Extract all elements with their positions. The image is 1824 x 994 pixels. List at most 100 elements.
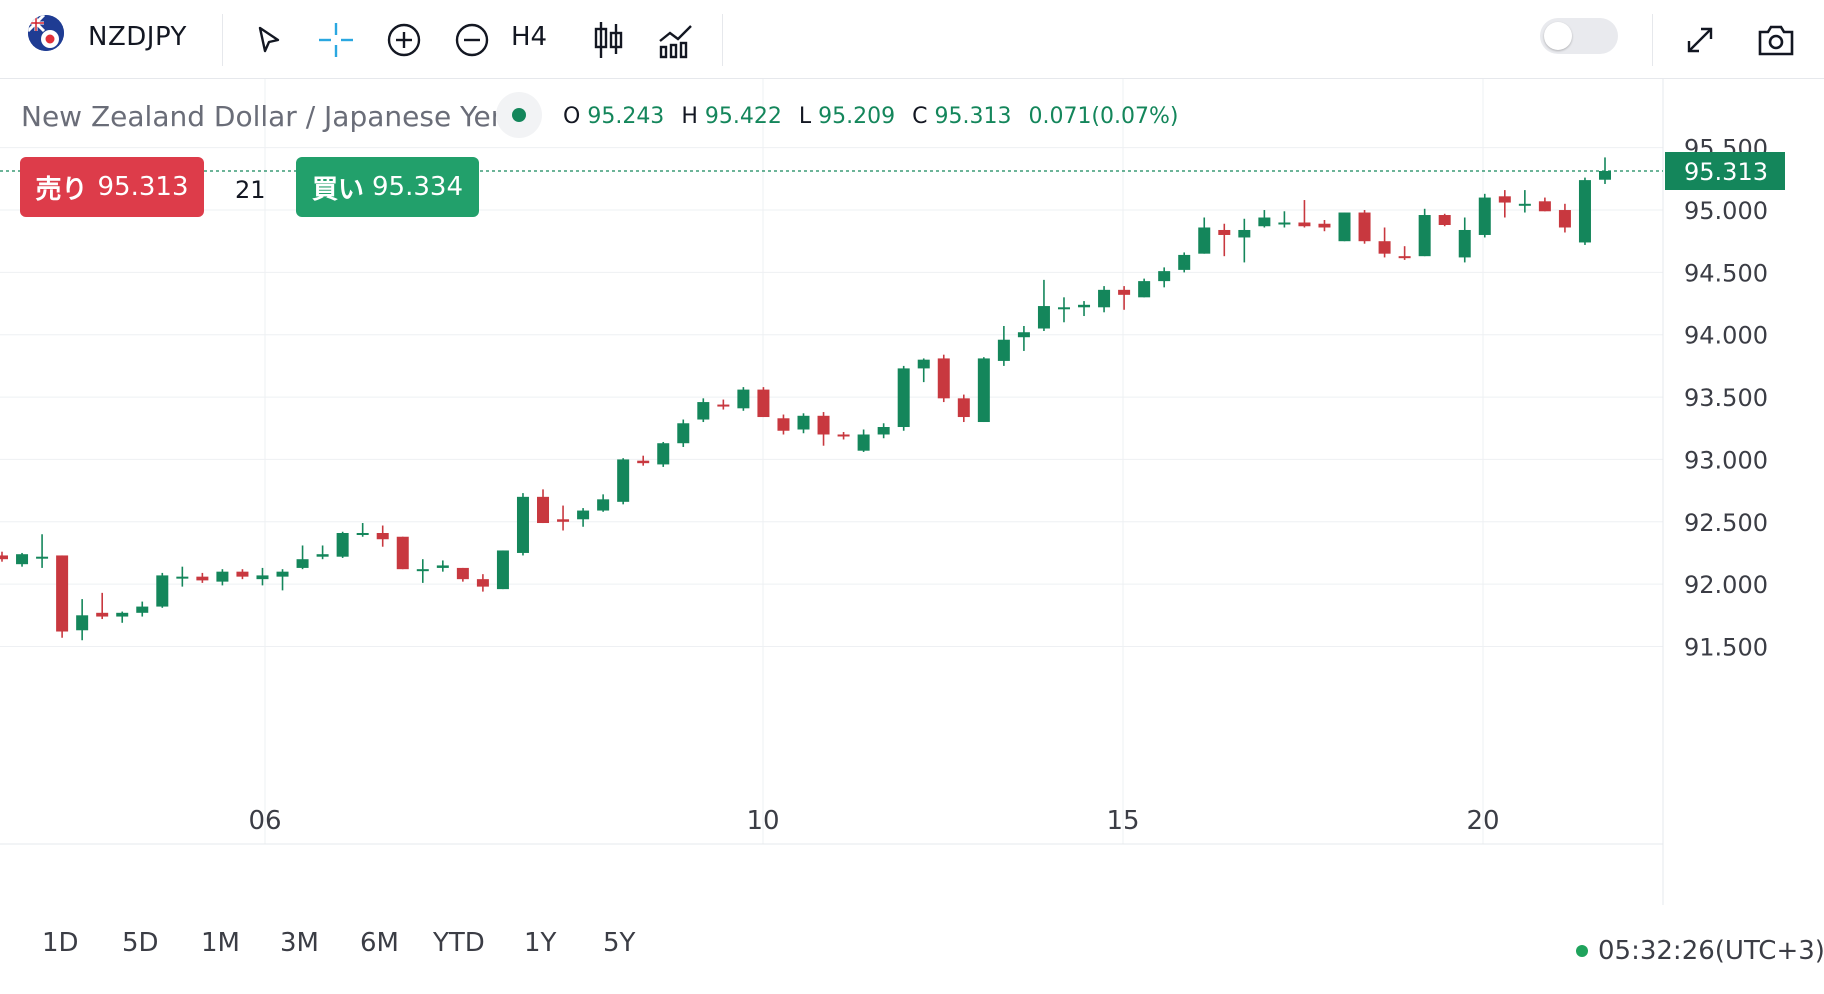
candle-body (436, 565, 449, 568)
candle-body (777, 418, 790, 431)
range-ytd[interactable]: YTD (433, 928, 485, 958)
fullscreen-button[interactable] (1674, 14, 1726, 66)
candle-body (957, 398, 970, 418)
open-value: 95.243 (587, 104, 665, 129)
toggle-switch[interactable] (1540, 18, 1618, 54)
candlestick-button[interactable] (582, 14, 634, 66)
toggle-knob (1544, 22, 1572, 50)
candle-body (897, 368, 910, 428)
candle-body (917, 359, 930, 369)
time-tick-label: 15 (1106, 806, 1139, 836)
candle-body (0, 555, 8, 560)
candle-body (476, 579, 489, 587)
candle-body (56, 555, 69, 632)
sell-button[interactable]: 売り 95.313 (20, 157, 204, 217)
toolbar-divider (722, 14, 723, 66)
candle-body (597, 499, 610, 511)
candle-body (396, 536, 409, 570)
candle-body (1258, 217, 1271, 227)
candle-body (757, 389, 770, 418)
candle-body (1078, 304, 1091, 308)
candlestick-icon (594, 22, 623, 58)
market-status-indicator[interactable] (496, 92, 542, 138)
candle-body (36, 556, 49, 559)
candle-body (1358, 212, 1371, 242)
candle-body (1118, 289, 1131, 295)
candle-body (1578, 180, 1591, 243)
candle-body (1378, 241, 1391, 254)
timeframe-selector[interactable]: H4 (511, 22, 548, 52)
candle-body (1538, 201, 1551, 212)
zoom-out-button[interactable] (446, 14, 498, 66)
candle-body (1458, 229, 1471, 258)
toolbar-divider (222, 14, 223, 66)
buy-button[interactable]: 買い 95.334 (296, 157, 479, 217)
candle-body (1498, 196, 1511, 203)
chart-type-icon (659, 25, 692, 59)
candle-body (617, 459, 630, 502)
price-tick-label: 94.500 (1684, 259, 1768, 287)
open-label: O (563, 104, 581, 129)
candle-body (1198, 227, 1211, 254)
last-price-label: 95.313 (1684, 158, 1768, 186)
candle-body (1098, 289, 1111, 308)
candle-body (136, 606, 149, 613)
range-1y[interactable]: 1Y (524, 928, 557, 958)
candle-body (1318, 223, 1331, 228)
zoom-in-icon (387, 23, 421, 57)
time-tick-label: 10 (746, 806, 779, 836)
clock: 05:32:26(UTC+3) (1576, 936, 1824, 966)
candle-body (416, 569, 429, 572)
high-value: 95.422 (704, 104, 782, 129)
candle-body (1558, 210, 1571, 228)
candle-body (857, 434, 870, 451)
price-tick-label: 95.000 (1684, 197, 1768, 225)
candle-body (997, 339, 1010, 361)
price-tick-label: 92.500 (1684, 509, 1768, 537)
price-tick-label: 92.000 (1684, 571, 1768, 599)
candle-body (1238, 229, 1251, 238)
close-label: C (912, 104, 928, 129)
range-5d[interactable]: 5D (122, 928, 159, 958)
candle-body (1478, 197, 1491, 235)
candle-body (156, 575, 169, 607)
screenshot-button[interactable] (1750, 14, 1802, 66)
buy-label: 買い (312, 174, 365, 205)
range-5y[interactable]: 5Y (603, 928, 636, 958)
top-toolbar: NZDJPY H4 (0, 0, 1824, 79)
candle-body (196, 576, 209, 581)
status-dot-icon (1576, 945, 1588, 957)
crosshair-button[interactable] (310, 14, 362, 66)
close-value: 95.313 (934, 104, 1012, 129)
chart-type-button[interactable] (650, 14, 702, 66)
candle-body (937, 358, 950, 399)
sell-price: 95.313 (97, 172, 189, 202)
candle-body (977, 358, 990, 423)
candle-body (276, 571, 289, 577)
candle-body (1158, 271, 1171, 282)
range-1m[interactable]: 1M (201, 928, 240, 958)
candle-body (16, 554, 29, 565)
price-tick-label: 91.500 (1684, 633, 1768, 661)
symbol-name[interactable]: NZDJPY (88, 22, 187, 52)
range-6m[interactable]: 6M (360, 928, 399, 958)
candle-body (116, 612, 129, 617)
camera-icon (1758, 25, 1794, 56)
price-tick-label: 94.000 (1684, 322, 1768, 350)
cursor-arrow-button[interactable] (242, 14, 294, 66)
last-price-badge (1665, 152, 1785, 190)
candle-body (1438, 215, 1451, 225)
candle-body (1138, 281, 1151, 298)
ohlc-readout: O 95.243 H 95.422 L 95.209 C 95.313 0.07… (563, 104, 1179, 129)
range-1d[interactable]: 1D (42, 928, 79, 958)
candle-body (1338, 212, 1351, 242)
range-3m[interactable]: 3M (280, 928, 319, 958)
candle-body (1278, 222, 1291, 225)
price-tick-label: 93.000 (1684, 446, 1768, 474)
candle-body (697, 402, 710, 420)
toolbar-divider (1652, 14, 1653, 66)
candle-body (216, 571, 229, 582)
zoom-in-button[interactable] (378, 14, 430, 66)
price-chart[interactable]: 95.50095.00094.50094.00093.50093.00092.5… (0, 79, 1824, 915)
candle-body (76, 615, 89, 631)
